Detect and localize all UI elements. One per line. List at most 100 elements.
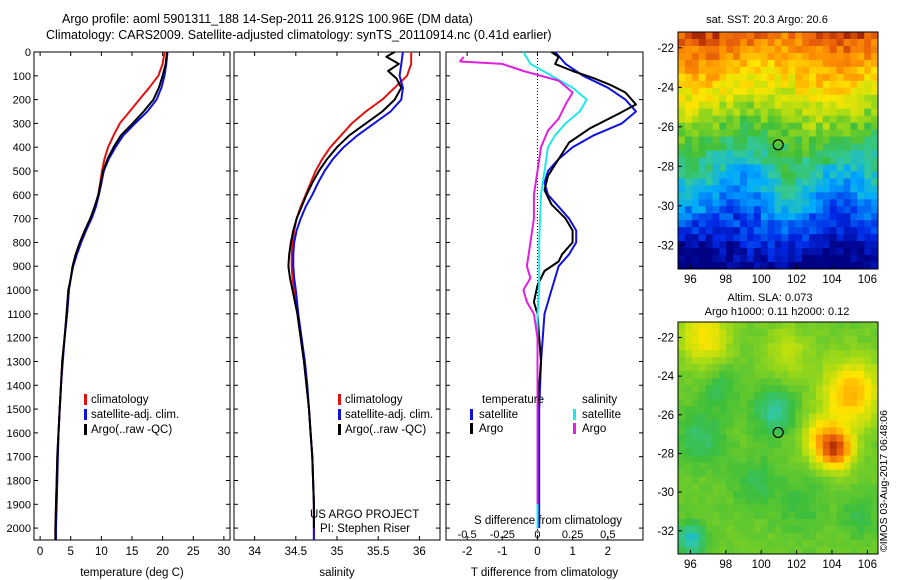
sst-map-cell bbox=[781, 248, 789, 256]
depth-tick-label: 1200 bbox=[7, 333, 31, 345]
sla-map-cell bbox=[698, 336, 706, 344]
sst-map-cell bbox=[857, 108, 865, 117]
sla-map-cell bbox=[781, 483, 789, 492]
sst-map-cell bbox=[836, 115, 844, 124]
sla-map-cell bbox=[871, 518, 879, 527]
sst-map-cell bbox=[767, 94, 775, 103]
sla-map-cell bbox=[719, 392, 727, 400]
sla-map-cell bbox=[829, 420, 838, 428]
sla-map-cell bbox=[678, 357, 686, 365]
sst-map-cell bbox=[760, 241, 769, 249]
sla-map-cell bbox=[809, 511, 817, 520]
sst-map-cell bbox=[781, 52, 789, 61]
sla-map-cell bbox=[809, 469, 817, 478]
sst-map-cell bbox=[705, 234, 713, 242]
sst-map-cell bbox=[857, 45, 865, 54]
sla-map-cell bbox=[726, 483, 734, 492]
sla-map-cell bbox=[678, 406, 686, 414]
sla-map-cell bbox=[871, 371, 879, 379]
sst-map-cell bbox=[822, 255, 831, 263]
depth-tick-label: 1800 bbox=[7, 475, 31, 487]
sla-map-cell bbox=[691, 350, 700, 358]
sst-map-cell bbox=[871, 45, 879, 54]
sla-map-cell bbox=[788, 427, 796, 435]
sst-map-cell bbox=[719, 59, 727, 68]
sst-map-cell bbox=[781, 164, 789, 172]
sst-map-cell bbox=[726, 262, 734, 270]
sla-map-cell bbox=[871, 343, 879, 351]
sst-map-cell bbox=[836, 59, 844, 68]
sla-map-cell bbox=[712, 434, 720, 442]
sla-map-cell bbox=[733, 497, 741, 506]
sst-map-cell bbox=[843, 94, 851, 103]
sla-map-cell bbox=[740, 350, 748, 358]
sst-map-cell bbox=[740, 143, 748, 151]
sst-map-cell bbox=[815, 220, 824, 228]
sst-map-cell bbox=[726, 234, 734, 242]
sst-map-cell bbox=[802, 171, 810, 179]
sla-map-cell bbox=[733, 490, 741, 499]
sst-map-cell bbox=[809, 164, 817, 172]
sst-map-cell bbox=[795, 73, 803, 82]
sst-map-cell bbox=[822, 178, 831, 186]
sst-map-cell bbox=[781, 262, 789, 270]
sla-map-cell bbox=[705, 490, 713, 499]
sst-map-cell bbox=[815, 206, 824, 214]
sst-map-cell bbox=[809, 101, 817, 110]
sst-map-cell bbox=[850, 94, 858, 103]
sst-map-cell bbox=[740, 66, 748, 75]
sst-map-cell bbox=[788, 66, 796, 75]
sst-map-cell bbox=[843, 262, 851, 270]
sst-map-cell bbox=[746, 73, 755, 82]
sla-map-cell bbox=[781, 476, 789, 485]
sla-map-cell bbox=[822, 490, 831, 499]
sst-map-cell bbox=[705, 115, 713, 124]
sla-map-cell bbox=[850, 336, 858, 344]
sst-map-cell bbox=[719, 164, 727, 172]
sla-map-cell bbox=[705, 532, 713, 541]
sla-map-cell bbox=[698, 343, 706, 351]
sst-map-cell bbox=[746, 129, 755, 137]
sst-map-cell bbox=[726, 52, 734, 61]
sst-map-cell bbox=[871, 206, 879, 214]
sla-map-cell bbox=[843, 399, 851, 407]
sla-map-cell bbox=[829, 532, 838, 541]
temperature-xtick-label: 30 bbox=[217, 546, 230, 558]
sst-map-cell bbox=[795, 185, 803, 193]
sla-map-cell bbox=[843, 546, 851, 555]
sst-map-cell bbox=[836, 45, 844, 54]
sst-map-cell bbox=[795, 136, 803, 144]
sst-map-cell bbox=[719, 178, 727, 186]
sst-map-cell bbox=[836, 220, 844, 228]
sst-map-cell bbox=[753, 80, 762, 89]
sst-map-cell bbox=[726, 150, 734, 158]
sla-map-cell bbox=[836, 469, 844, 478]
sst-map-cell bbox=[726, 38, 734, 47]
sla-map-cell bbox=[795, 511, 803, 520]
sst-map-cell bbox=[781, 234, 789, 242]
sla-map-cell bbox=[684, 497, 693, 506]
sla-map-cell bbox=[850, 490, 858, 499]
sst-map-cell bbox=[802, 227, 810, 235]
sst-map-cell bbox=[719, 136, 727, 144]
sst-map-cell bbox=[684, 171, 693, 179]
sst-map-cell bbox=[802, 101, 810, 110]
sla-map-cell bbox=[740, 469, 748, 478]
temperature-legend-swatch bbox=[84, 424, 87, 435]
sla-map-cell bbox=[678, 343, 686, 351]
sst-map-cell bbox=[746, 150, 755, 158]
sst-map-cell bbox=[691, 45, 700, 54]
sla-map-cell bbox=[781, 420, 789, 428]
temperature-argo-line bbox=[54, 51, 168, 540]
sst-map-cell bbox=[809, 59, 817, 68]
sst-map-cell bbox=[795, 59, 803, 68]
sst-map-cell bbox=[774, 262, 782, 270]
sst-map-cell bbox=[822, 262, 831, 270]
sla-map-cell bbox=[733, 371, 741, 379]
sla-map-cell bbox=[746, 329, 755, 337]
sst-map-cell bbox=[712, 108, 720, 117]
sla-map-cell bbox=[809, 322, 817, 330]
sst-map-cell bbox=[843, 171, 851, 179]
sst-map-cell bbox=[788, 227, 796, 235]
sst-map-cell bbox=[760, 45, 769, 54]
